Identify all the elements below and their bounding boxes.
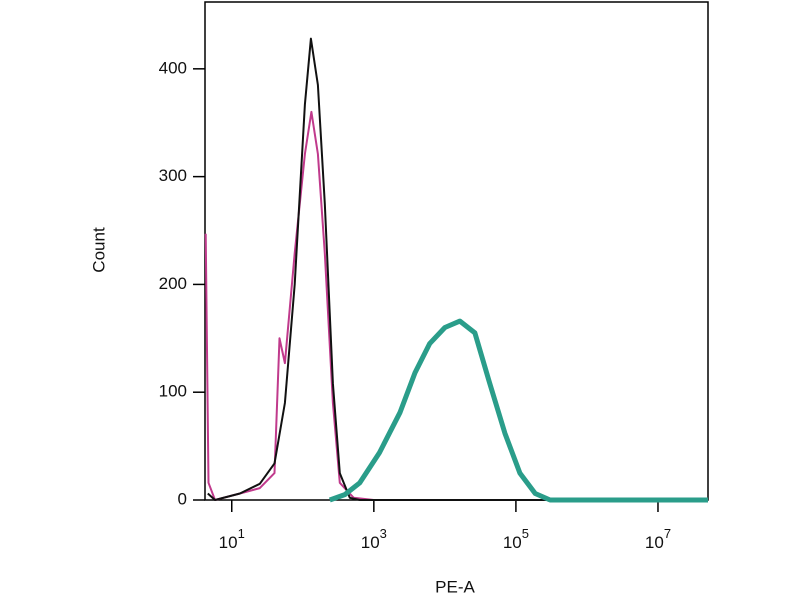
x-tick-label: 107 [645, 526, 671, 552]
y-tick-label: 200 [159, 274, 187, 293]
x-tick-label: 101 [219, 526, 245, 552]
tick-exponent: 1 [238, 526, 245, 541]
series-line [328, 318, 708, 503]
tick-base: 10 [645, 533, 664, 552]
tick-exponent: 5 [522, 526, 529, 541]
series-line [207, 37, 708, 501]
y-axis-title: Count [89, 227, 108, 273]
tick-exponent: 7 [664, 526, 671, 541]
tick-base: 10 [219, 533, 238, 552]
tick-base: 10 [503, 533, 522, 552]
y-tick-label: 400 [159, 58, 187, 77]
x-tick-label: 105 [503, 526, 529, 552]
y-tick-label: 300 [159, 166, 187, 185]
x-tick-label: 103 [361, 526, 387, 552]
x-axis-title: PE-A [435, 577, 475, 596]
series-line [204, 110, 403, 501]
y-tick-label: 100 [159, 382, 187, 401]
tick-base: 10 [361, 533, 380, 552]
tick-exponent: 3 [380, 526, 387, 541]
y-tick-label: 0 [178, 489, 187, 508]
